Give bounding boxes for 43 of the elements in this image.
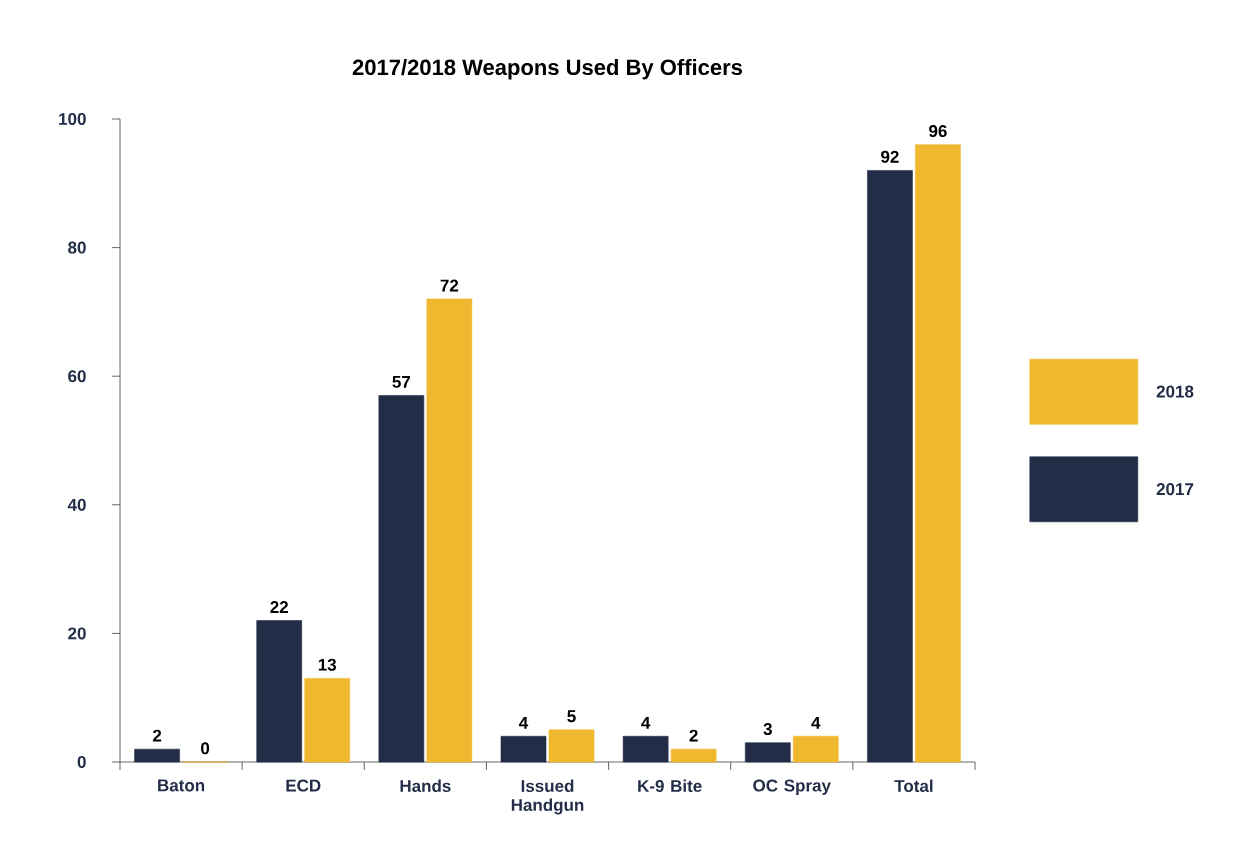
bar xyxy=(915,144,961,763)
bar xyxy=(378,395,425,763)
y-tick-label: 80 xyxy=(68,241,86,254)
y-tick-label: 40 xyxy=(67,498,86,511)
data-label: 92 xyxy=(881,150,899,163)
data-label: 3 xyxy=(763,723,772,736)
text: 2018 xyxy=(1156,385,1194,398)
text: 2017 xyxy=(1156,483,1194,496)
data-label: 2 xyxy=(152,729,162,742)
bar xyxy=(792,735,839,763)
x-tick-label: ECD xyxy=(286,779,321,792)
data-label: 13 xyxy=(318,658,337,671)
x-tick-label: OC Spray xyxy=(753,779,831,795)
bar xyxy=(134,748,180,763)
data-label: 57 xyxy=(392,375,411,388)
y-tick-label: 20 xyxy=(68,627,86,640)
bar xyxy=(622,735,669,763)
bar xyxy=(744,742,791,763)
data-label: 72 xyxy=(440,279,459,292)
bar xyxy=(256,620,303,763)
bar xyxy=(426,298,473,763)
x-tick-label: Total xyxy=(894,779,933,793)
bar xyxy=(867,170,913,763)
y-tick-label: 0 xyxy=(77,755,86,769)
bar xyxy=(548,729,595,763)
data-label: 0 xyxy=(201,742,210,755)
x-tick-label: Hands xyxy=(400,779,451,793)
y-tick-label: 100 xyxy=(59,112,86,126)
y-tick-label: 60 xyxy=(68,370,86,383)
bar xyxy=(500,735,547,763)
data-label: 4 xyxy=(519,716,529,729)
x-tick-label: Baton xyxy=(158,779,205,792)
data-label: 96 xyxy=(929,125,947,138)
bar xyxy=(304,678,351,763)
data-label: 5 xyxy=(567,710,576,723)
bar xyxy=(670,748,717,763)
data-label: 4 xyxy=(641,716,651,729)
x-tick-label: Issued Handgun xyxy=(511,779,584,815)
chart-title: 2017/2018 Weapons Used By Officers xyxy=(352,58,743,80)
x-tick-label: K-9 Bite xyxy=(638,779,702,793)
data-label: 22 xyxy=(270,601,288,613)
data-label: 2 xyxy=(689,729,698,742)
data-label: 4 xyxy=(811,716,821,729)
